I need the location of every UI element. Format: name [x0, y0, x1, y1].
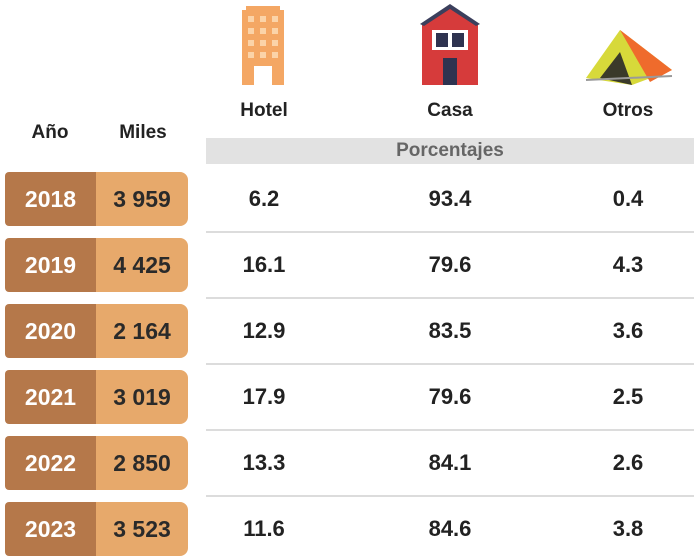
- year-cell: 2023: [5, 502, 96, 556]
- thousands-header: Miles: [119, 122, 167, 143]
- thousands-cell: 4 425: [96, 238, 188, 292]
- house-icon: [420, 4, 480, 85]
- other-cell: 0.4: [612, 186, 644, 211]
- year-header: Año: [31, 122, 69, 143]
- hotel-cell: 16.1: [242, 252, 286, 277]
- other-cell: 4.3: [612, 252, 644, 277]
- year-cell: 2022: [5, 436, 96, 490]
- thousands-cell: 3 019: [96, 370, 188, 424]
- row-separator: [206, 429, 694, 431]
- year-cell: 2018: [5, 172, 96, 226]
- other-cell: 2.6: [612, 450, 644, 475]
- row-separator: [206, 297, 694, 299]
- row-separator: [206, 363, 694, 365]
- year-cell: 2020: [5, 304, 96, 358]
- house-cell: 84.6: [428, 516, 472, 541]
- year-cell: 2021: [5, 370, 96, 424]
- year-cell: 2019: [5, 238, 96, 292]
- hotel-header: Hotel: [240, 100, 288, 121]
- other-header: Otros: [602, 100, 654, 121]
- percentages-band: Porcentajes: [206, 138, 694, 164]
- tent-icon: [585, 30, 673, 85]
- hotel-cell: 6.2: [248, 186, 280, 211]
- thousands-cell: 3 959: [96, 172, 188, 226]
- row-separator: [206, 231, 694, 233]
- house-cell: 93.4: [428, 186, 472, 211]
- thousands-cell: 2 164: [96, 304, 188, 358]
- thousands-cell: 2 850: [96, 436, 188, 490]
- other-cell: 3.6: [612, 318, 644, 343]
- thousands-cell: 3 523: [96, 502, 188, 556]
- house-cell: 83.5: [428, 318, 472, 343]
- hotel-cell: 13.3: [242, 450, 286, 475]
- other-cell: 3.8: [612, 516, 644, 541]
- row-separator: [206, 495, 694, 497]
- house-cell: 79.6: [428, 252, 472, 277]
- house-cell: 79.6: [428, 384, 472, 409]
- house-header: Casa: [427, 100, 473, 121]
- house-cell: 84.1: [428, 450, 472, 475]
- hotel-cell: 11.6: [243, 516, 285, 541]
- other-cell: 2.5: [612, 384, 644, 409]
- hotel-icon: [242, 6, 284, 85]
- hotel-cell: 12.9: [242, 318, 286, 343]
- icons: [242, 4, 673, 85]
- hotel-cell: 17.9: [242, 384, 286, 409]
